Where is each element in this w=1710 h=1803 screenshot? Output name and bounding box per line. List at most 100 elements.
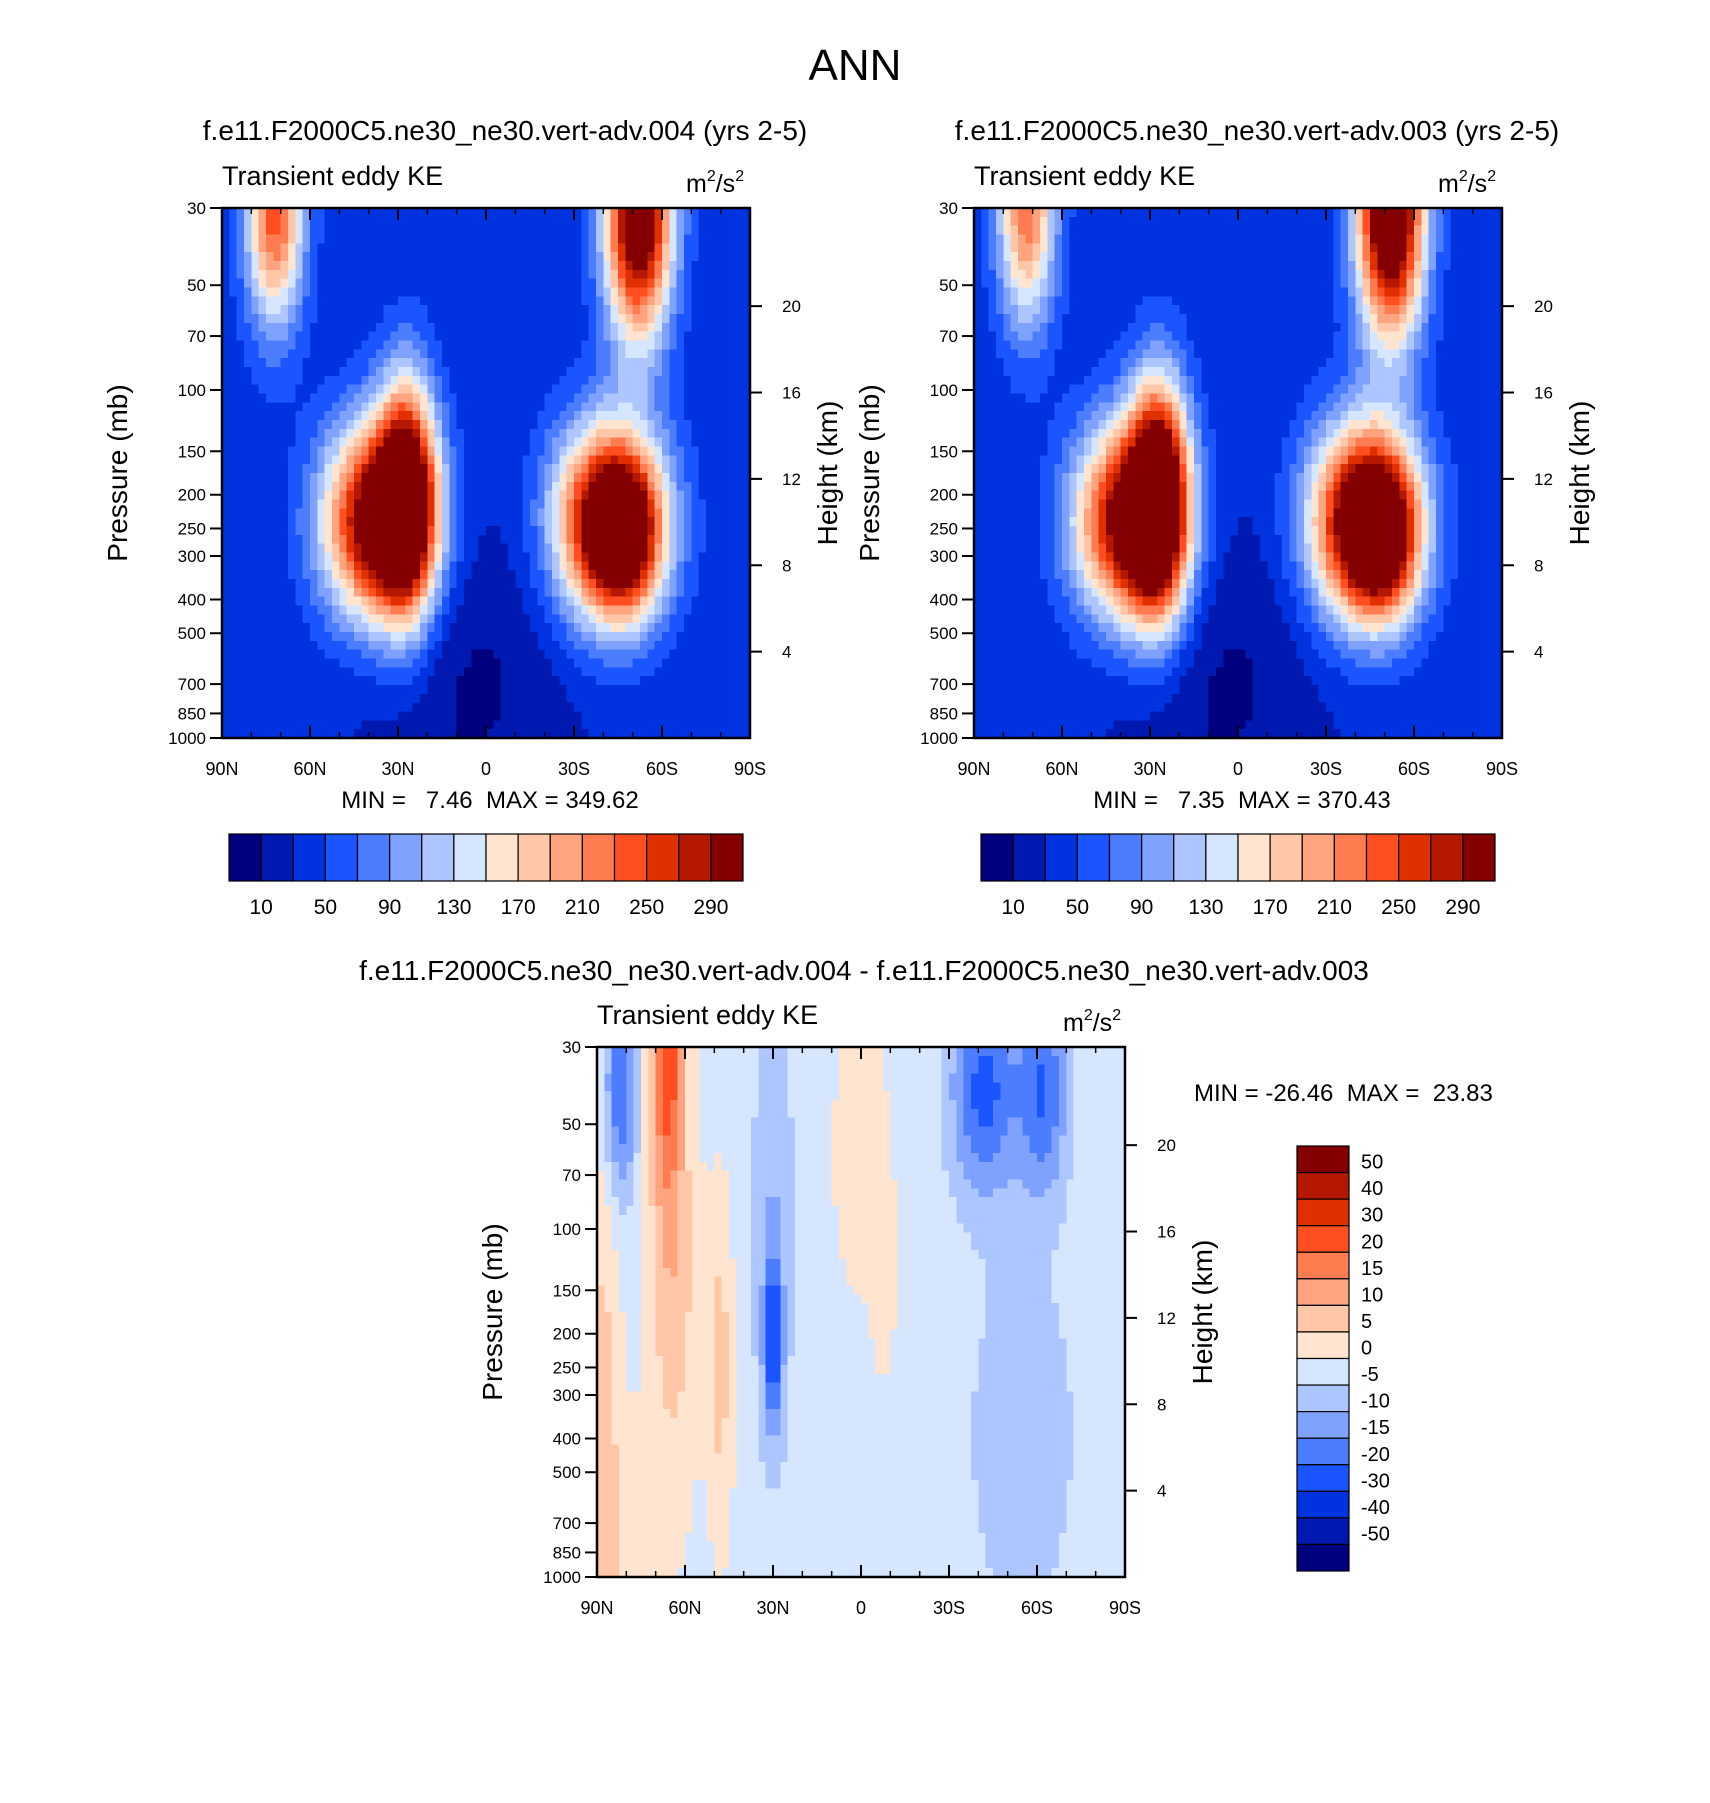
panel-003-cell — [1018, 225, 1026, 236]
panel-004-cell — [728, 314, 736, 324]
panel-004-cell — [530, 225, 538, 236]
panel-004-cell — [332, 561, 340, 571]
panel-004-cell — [706, 305, 714, 315]
panel-004-cell — [354, 428, 362, 439]
panel-004-rtick-label: 16 — [782, 384, 801, 403]
panel-004-cell — [640, 384, 648, 395]
panel-004-cell — [625, 579, 634, 589]
panel-004-cell — [691, 375, 700, 386]
panel-004-cell — [244, 711, 252, 721]
panel-004-cell — [332, 375, 340, 386]
panel-004-cell — [383, 252, 392, 262]
panel-004-cell — [383, 305, 392, 315]
panel-004-cell — [310, 587, 318, 598]
panel-004-cell — [405, 481, 414, 492]
panel-003-cell — [981, 623, 990, 633]
panel-004-cell — [581, 208, 590, 218]
panel-004-cell — [625, 632, 634, 642]
panel-004-cell — [339, 384, 348, 395]
panel-004-cell — [464, 526, 472, 536]
panel-004-cell — [295, 658, 304, 668]
panel-004-cell — [236, 490, 245, 501]
panel-004-cell — [500, 481, 509, 492]
panel-003-cell — [1032, 322, 1041, 333]
panel-004-cell — [552, 596, 560, 607]
panel-004-cell — [376, 464, 384, 474]
panel-004-cell — [486, 632, 494, 642]
panel-004-cell — [706, 331, 714, 342]
panel-003-cell — [996, 234, 1004, 244]
panel-004-cell — [618, 658, 626, 668]
panel-004-cell — [376, 437, 384, 448]
panel-004-cell — [581, 667, 590, 677]
panel-004-cell — [244, 561, 252, 571]
panel-004-cell — [603, 729, 612, 739]
panel-004-cell — [566, 490, 575, 501]
panel-003-cell — [996, 614, 1004, 624]
panel-004-cell — [427, 375, 436, 386]
panel-004-cell — [706, 234, 714, 244]
panel-004-cell — [464, 296, 472, 306]
panel-004-cell — [566, 428, 575, 439]
panel-004-cell — [346, 552, 355, 562]
panel-004-cell — [610, 261, 619, 271]
panel-004-cell — [515, 693, 524, 704]
panel-004-cell — [266, 605, 274, 615]
panel-004-cell — [390, 623, 399, 633]
panel-004-cell — [610, 649, 619, 660]
panel-004-cell — [508, 570, 516, 580]
panel-004-cell — [706, 314, 714, 324]
panel-004-cell — [500, 729, 509, 739]
panel-004-cell — [244, 481, 252, 492]
panel-004-cell — [236, 534, 245, 545]
panel-003-cell — [1010, 667, 1019, 677]
panel-004-cell — [522, 508, 531, 518]
panel-004-cell — [361, 676, 370, 686]
panel-003-cell — [1003, 358, 1012, 368]
panel-004-cell — [478, 393, 487, 403]
panel-004-cell — [317, 676, 326, 686]
panel-004-cell — [288, 384, 296, 395]
panel-004-colorbar-box — [324, 833, 359, 882]
panel-004-cell — [251, 340, 260, 350]
panel-004-cell — [339, 243, 348, 253]
panel-004-cell — [508, 269, 516, 280]
panel-004-cell — [310, 305, 318, 315]
panel-004-cell — [647, 561, 656, 571]
panel-004-cell — [706, 499, 714, 509]
panel-004-cell — [478, 729, 487, 739]
panel-004-cell — [654, 225, 663, 236]
panel-004-cell — [706, 711, 714, 721]
panel-004-cell — [676, 464, 685, 474]
panel-003-cell — [988, 473, 997, 483]
panel-004-cell — [354, 693, 362, 704]
panel-004-cell — [698, 552, 707, 562]
panel-004-cell — [530, 676, 538, 686]
panel-004-cell — [552, 623, 560, 633]
panel-004-cell — [236, 640, 245, 651]
panel-004-cell — [317, 685, 326, 695]
panel-004-cell — [471, 287, 480, 297]
panel-004-cell — [581, 543, 590, 554]
panel-004-cell — [537, 384, 546, 395]
panel-004-cell — [669, 490, 678, 501]
panel-004-cell — [317, 322, 326, 333]
panel-004-cell — [706, 579, 714, 589]
panel-003-cell — [1003, 605, 1012, 615]
panel-004-cell — [324, 693, 333, 704]
panel-004-cell — [728, 261, 736, 271]
panel-004-cell — [376, 570, 384, 580]
panel-003-cell — [1010, 570, 1019, 580]
panel-004-cell — [412, 252, 421, 262]
panel-004-cell — [346, 287, 355, 297]
panel-004-cell — [618, 561, 626, 571]
panel-004-cell — [603, 579, 612, 589]
panel-004-cell — [640, 649, 648, 660]
panel-004-cell — [449, 729, 458, 739]
panel-004-cell — [486, 340, 494, 350]
panel-004-cell — [280, 534, 289, 545]
panel-004-cell — [412, 331, 421, 342]
panel-004-cell — [603, 216, 612, 227]
panel-004-cell — [478, 499, 487, 509]
panel-003-cell — [1003, 667, 1012, 677]
